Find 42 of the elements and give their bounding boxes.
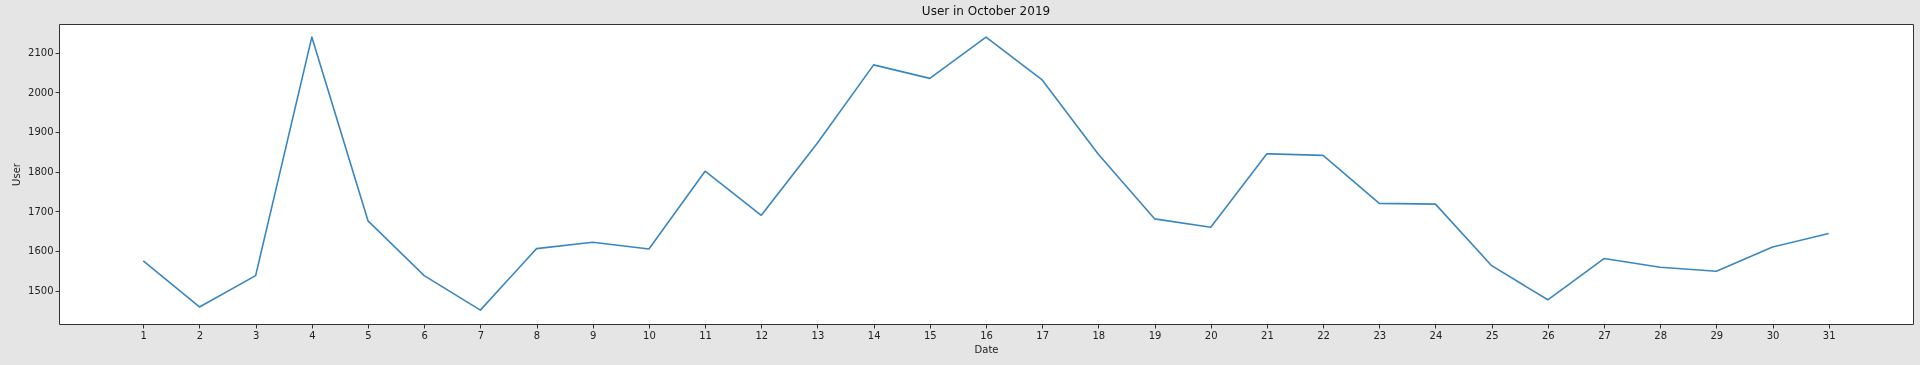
x-tick-label: 20 bbox=[1204, 329, 1218, 341]
x-tick-label: 5 bbox=[365, 329, 372, 341]
y-tick-label: 2100 bbox=[28, 47, 54, 59]
chart-title: User in October 2019 bbox=[921, 4, 1051, 18]
x-tick-label: 17 bbox=[1036, 329, 1050, 341]
x-tick-label: 29 bbox=[1710, 329, 1724, 341]
x-tick-label: 4 bbox=[309, 329, 316, 341]
y-tick-label: 1800 bbox=[28, 166, 54, 178]
y-tick-label: 1600 bbox=[28, 245, 54, 257]
x-tick-label: 3 bbox=[252, 329, 260, 341]
x-tick-label: 9 bbox=[590, 329, 597, 341]
x-tick-label: 7 bbox=[477, 329, 485, 341]
x-tick-label: 8 bbox=[533, 329, 541, 341]
x-tick-label: 18 bbox=[1092, 329, 1106, 341]
x-tick-label: 14 bbox=[867, 329, 881, 341]
x-tick-label: 24 bbox=[1429, 329, 1443, 341]
x-tick-label: 28 bbox=[1654, 329, 1668, 341]
x-tick-label: 30 bbox=[1766, 329, 1780, 341]
x-tick-label: 21 bbox=[1261, 329, 1274, 341]
x-tick-label: 22 bbox=[1317, 329, 1330, 341]
y-tick-label: 1700 bbox=[28, 205, 54, 217]
x-tick-label: 31 bbox=[1822, 329, 1836, 341]
x-tick-label: 23 bbox=[1373, 329, 1387, 341]
x-tick-label: 25 bbox=[1485, 329, 1499, 341]
x-tick-label: 13 bbox=[811, 329, 825, 341]
x-tick-label: 12 bbox=[755, 329, 769, 341]
x-axis-title: Date bbox=[974, 343, 999, 355]
x-tick-label: 15 bbox=[923, 329, 937, 341]
x-tick-label: 1 bbox=[140, 329, 147, 341]
x-tick-label: 6 bbox=[421, 329, 428, 341]
y-tick-label: 2000 bbox=[28, 86, 54, 98]
line-series bbox=[142, 36, 1830, 311]
y-tick-label: 1900 bbox=[28, 126, 54, 138]
x-tick-label: 26 bbox=[1541, 329, 1555, 341]
y-tick-label: 1500 bbox=[28, 285, 54, 297]
x-tick-label: 2 bbox=[196, 329, 204, 341]
x-tick-label: 27 bbox=[1598, 329, 1611, 341]
x-tick-label: 19 bbox=[1148, 329, 1162, 341]
x-tick-label: 10 bbox=[643, 329, 656, 341]
x-tick-label: 16 bbox=[980, 329, 993, 341]
x-tick-label: 11 bbox=[699, 329, 712, 341]
y-axis-title: User bbox=[11, 162, 23, 186]
